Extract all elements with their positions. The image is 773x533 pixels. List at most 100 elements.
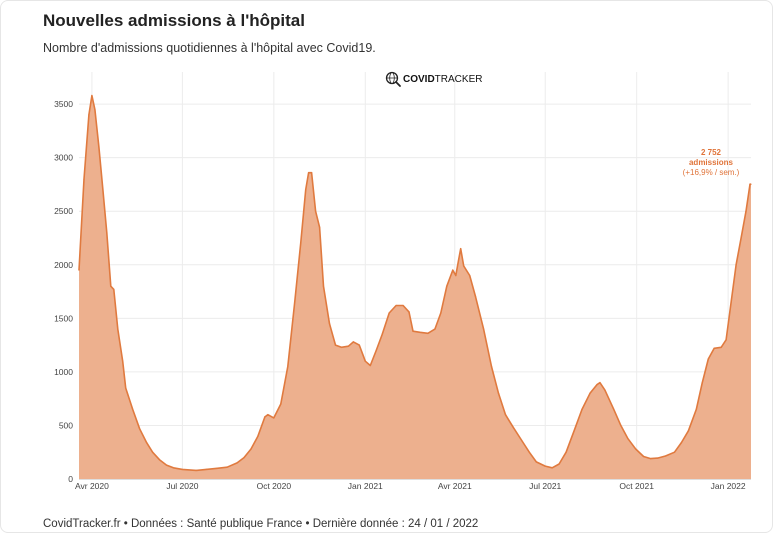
- data-point: [113, 288, 115, 290]
- y-tick-label: 2500: [54, 206, 73, 216]
- data-point: [273, 417, 275, 419]
- data-point: [311, 172, 313, 174]
- data-point: [730, 301, 732, 303]
- data-point: [687, 430, 690, 432]
- data-point: [725, 339, 727, 341]
- data-point: [565, 451, 567, 453]
- data-point: [460, 248, 462, 250]
- data-point: [280, 403, 282, 405]
- data-point: [347, 345, 349, 347]
- data-point: [328, 323, 331, 325]
- annotation-unit: admissions: [689, 158, 734, 167]
- data-point: [205, 468, 207, 470]
- data-point: [664, 455, 667, 457]
- data-point: [408, 311, 410, 313]
- data-point: [620, 424, 622, 426]
- data-point: [91, 95, 93, 97]
- brand-name: COVIDTRACKER: [403, 74, 482, 85]
- x-tick-label: Oct 2021: [619, 481, 654, 491]
- data-point: [216, 467, 218, 469]
- data-point: [745, 210, 747, 212]
- data-point: [735, 264, 737, 266]
- data-point: [627, 437, 629, 439]
- data-point: [680, 442, 683, 444]
- data-point: [305, 189, 307, 191]
- y-tick-label: 3500: [54, 99, 73, 109]
- x-tick-label: Jan 2021: [348, 481, 383, 491]
- data-point: [713, 347, 715, 349]
- data-point: [236, 462, 238, 464]
- data-point: [504, 414, 507, 416]
- data-point: [427, 332, 429, 334]
- series-line: [78, 94, 751, 472]
- data-point: [287, 365, 289, 368]
- data-point: [352, 341, 354, 343]
- data-point: [340, 346, 342, 348]
- data-point: [267, 414, 269, 416]
- data-point: [402, 304, 404, 307]
- annotation-change: (+16,9% / sem.): [683, 168, 740, 177]
- data-point: [458, 258, 460, 260]
- data-point: [375, 349, 377, 352]
- data-point: [599, 382, 601, 384]
- data-point: [497, 392, 500, 394]
- data-point: [152, 451, 154, 453]
- data-point: [573, 430, 575, 432]
- data-point: [463, 265, 465, 267]
- brand-bold: COVID: [403, 74, 435, 85]
- data-point: [701, 382, 703, 384]
- x-tick-label: Jan 2022: [711, 481, 746, 491]
- data-point: [544, 465, 546, 467]
- y-tick-label: 1000: [54, 367, 73, 377]
- data-point: [535, 461, 537, 463]
- data-point: [604, 389, 606, 391]
- chart-footer: CovidTracker.fr • Données : Santé publiq…: [43, 518, 479, 530]
- y-tick-label: 1500: [54, 313, 73, 323]
- data-point: [521, 440, 524, 443]
- data-points: [78, 95, 752, 471]
- y-tick-label: 500: [59, 420, 73, 430]
- data-point: [490, 365, 493, 368]
- data-point: [139, 428, 141, 430]
- data-point: [581, 408, 583, 410]
- data-point: [165, 464, 168, 466]
- x-axis: Avr 2020 Jul 2020 Oct 2020 Jan 2021 Avr 2021…: [75, 478, 751, 491]
- data-point: [158, 459, 161, 461]
- data-point: [695, 408, 697, 410]
- grid-lines: [79, 72, 751, 480]
- data-point: [195, 469, 197, 471]
- x-tick-label: Jul 2020: [166, 481, 198, 491]
- x-tick-label: Avr 2020: [75, 481, 109, 491]
- data-point: [558, 463, 560, 465]
- x-tick-label: Avr 2021: [438, 481, 472, 491]
- data-point: [412, 330, 414, 332]
- data-point: [740, 237, 742, 239]
- y-axis: 0 500 1000 1500 2000 2500 3000 3500: [54, 99, 73, 484]
- data-point: [102, 189, 104, 191]
- data-point: [88, 114, 90, 116]
- data-point: [381, 333, 383, 335]
- data-point: [334, 344, 337, 346]
- y-tick-label: 3000: [54, 153, 73, 163]
- data-point: [475, 296, 477, 298]
- data-point: [720, 346, 722, 348]
- data-point: [434, 328, 436, 330]
- data-point: [294, 301, 296, 303]
- data-point: [512, 427, 514, 429]
- data-point: [172, 467, 174, 469]
- data-point: [635, 448, 637, 450]
- data-point: [657, 457, 659, 459]
- data-point: [322, 285, 325, 287]
- data-point: [369, 364, 371, 367]
- data-point: [226, 466, 228, 468]
- data-point: [483, 328, 485, 330]
- data-point: [452, 269, 454, 271]
- annotation-value: 2 752: [701, 148, 722, 157]
- data-point: [257, 435, 259, 437]
- y-tick-label: 0: [68, 474, 73, 484]
- data-point: [83, 178, 85, 180]
- data-point: [589, 392, 591, 394]
- data-point: [300, 242, 302, 244]
- last-value-annotation: 2 752 admissions (+16,9% / sem.): [683, 148, 740, 177]
- data-point: [551, 467, 553, 469]
